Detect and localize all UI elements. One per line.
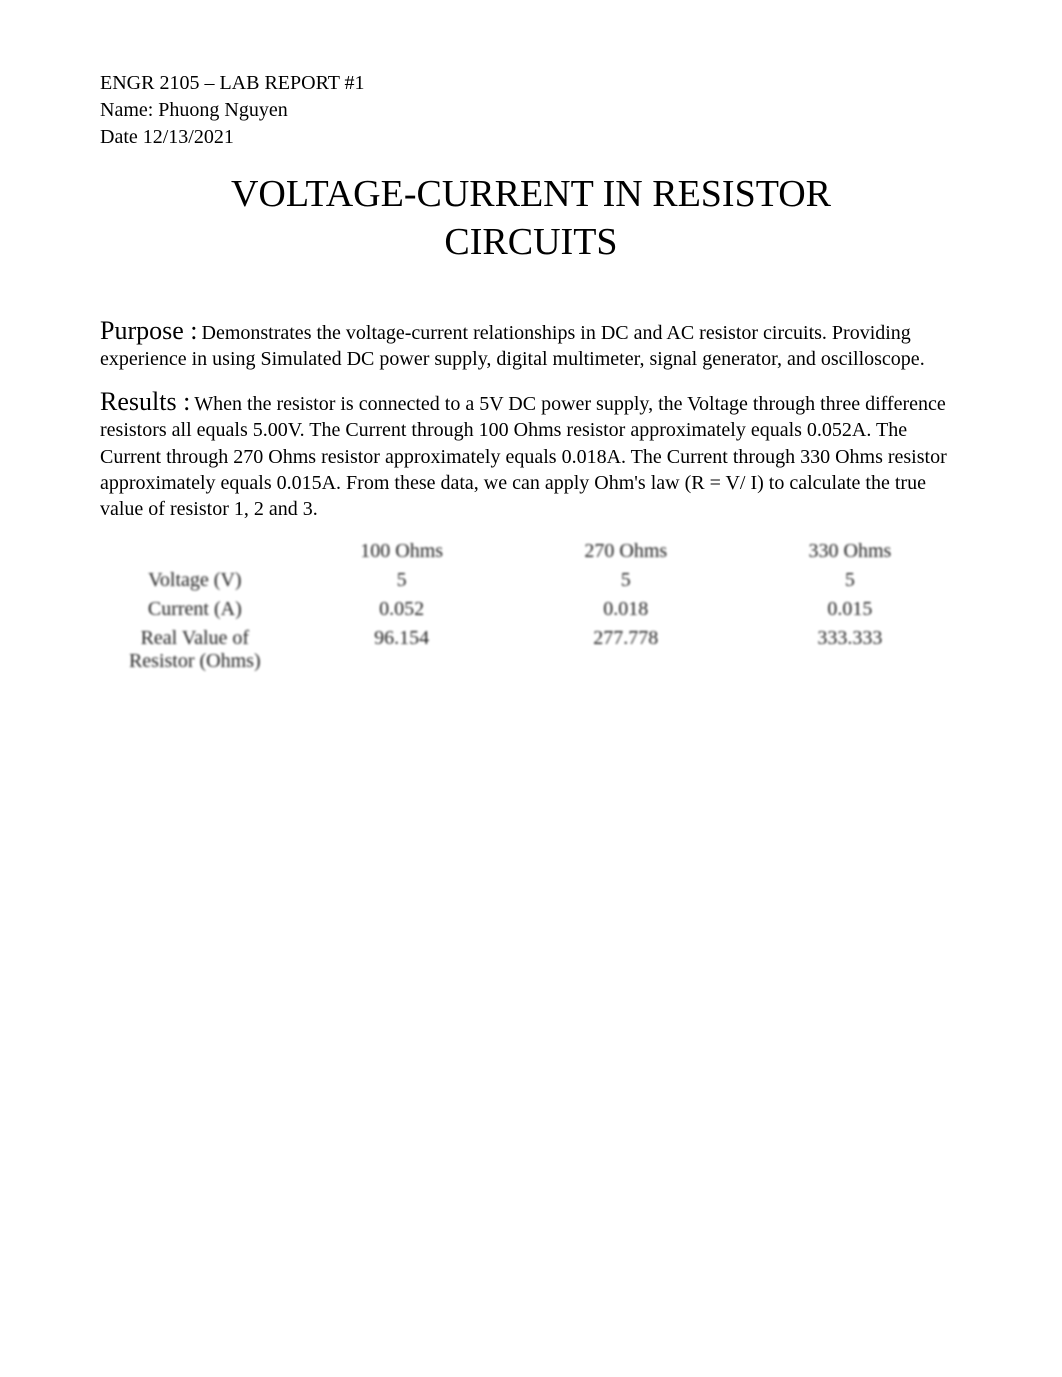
table-row: Voltage (V) 5 5 5 — [100, 566, 962, 595]
document-title: VOLTAGE-CURRENT IN RESISTOR CIRCUITS — [100, 171, 962, 266]
table-header-col3: 330 Ohms — [738, 537, 962, 566]
results-label: Results : — [100, 387, 190, 416]
table-cell: 333.333 — [738, 624, 962, 676]
results-body: When the resistor is connected to a 5V D… — [100, 393, 947, 521]
table-header-col1: 100 Ohms — [290, 537, 514, 566]
table-header-row: 100 Ohms 270 Ohms 330 Ohms — [100, 537, 962, 566]
course-line: ENGR 2105 – LAB REPORT #1 — [100, 70, 962, 97]
title-line-2: CIRCUITS — [444, 221, 617, 263]
table-header-empty — [100, 537, 290, 566]
table-cell: 5 — [290, 566, 514, 595]
table-row-label-line1: Real Value of — [141, 627, 250, 649]
table-row-label-line2: Resistor (Ohms) — [129, 650, 261, 672]
purpose-label: Purpose : — [100, 316, 198, 345]
purpose-section: Purpose : Demonstrates the voltage-curre… — [100, 316, 962, 373]
table-row-label: Voltage (V) — [100, 566, 290, 595]
name-line: Name: Phuong Nguyen — [100, 97, 962, 124]
results-section: Results : When the resistor is connected… — [100, 387, 962, 523]
table-cell: 0.052 — [290, 595, 514, 624]
purpose-body: Demonstrates the voltage-current relatio… — [100, 322, 925, 370]
table-cell: 96.154 — [290, 624, 514, 676]
table-row: Real Value of Resistor (Ohms) 96.154 277… — [100, 624, 962, 676]
document-header: ENGR 2105 – LAB REPORT #1 Name: Phuong N… — [100, 70, 962, 151]
results-table: 100 Ohms 270 Ohms 330 Ohms Voltage (V) 5… — [100, 537, 962, 676]
table-cell: 0.018 — [514, 595, 738, 624]
table-row-label: Real Value of Resistor (Ohms) — [100, 624, 290, 676]
date-line: Date 12/13/2021 — [100, 124, 962, 151]
title-line-1: VOLTAGE-CURRENT IN RESISTOR — [231, 173, 831, 215]
table-cell: 277.778 — [514, 624, 738, 676]
table-row-label: Current (A) — [100, 595, 290, 624]
table-header-col2: 270 Ohms — [514, 537, 738, 566]
table-row: Current (A) 0.052 0.018 0.015 — [100, 595, 962, 624]
table-cell: 5 — [738, 566, 962, 595]
table-cell: 5 — [514, 566, 738, 595]
table-cell: 0.015 — [738, 595, 962, 624]
